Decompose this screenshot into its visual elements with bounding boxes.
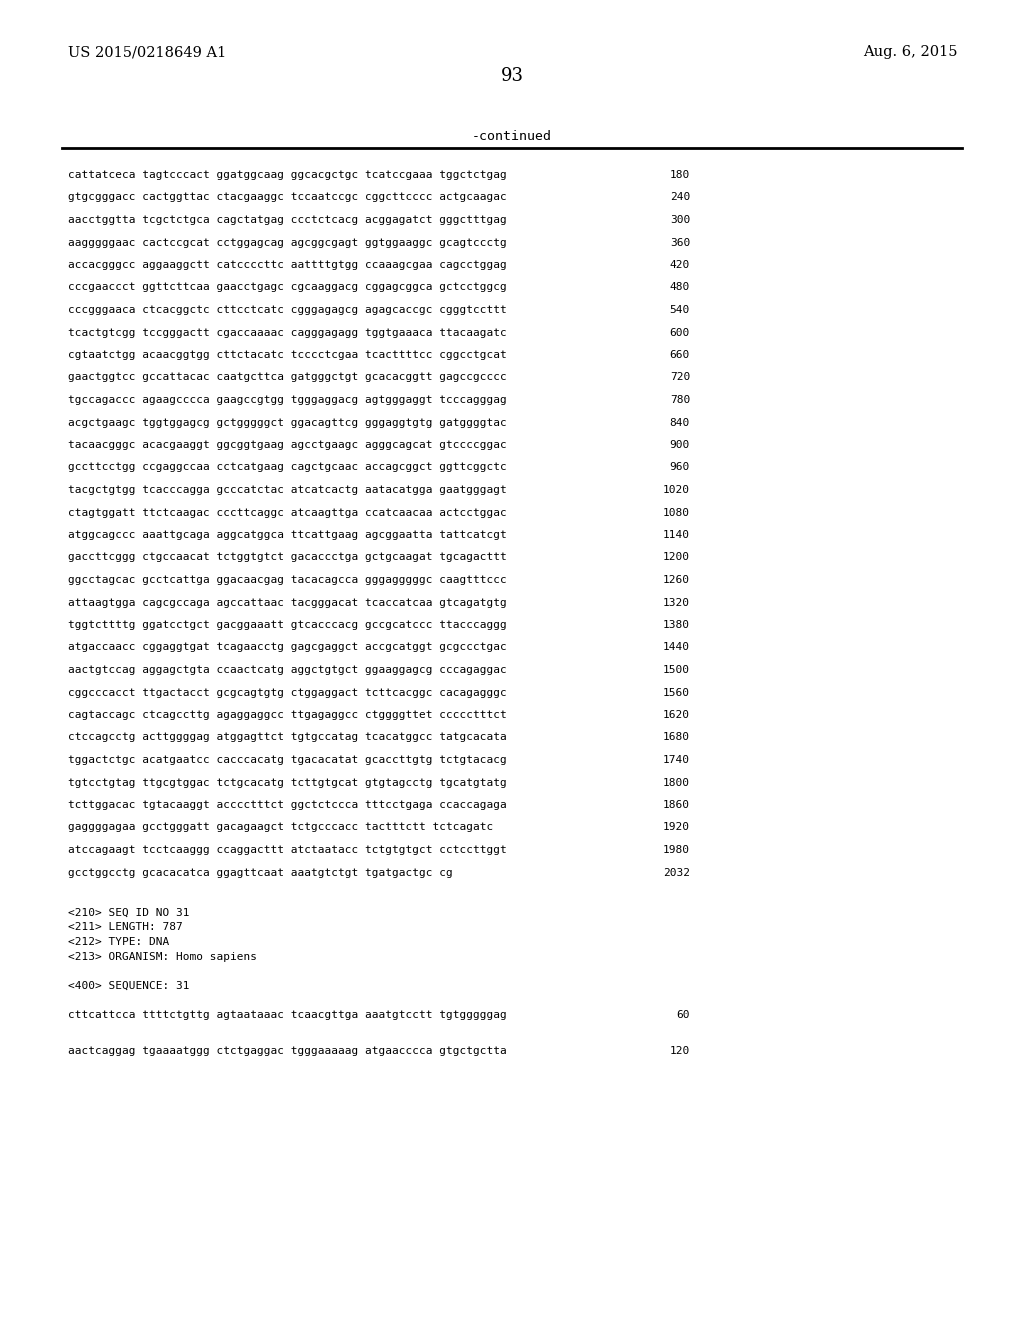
Text: cattatceca tagtcccact ggatggcaag ggcacgctgc tcatccgaaa tggctctgag: cattatceca tagtcccact ggatggcaag ggcacgc… [68,170,507,180]
Text: 180: 180 [670,170,690,180]
Text: atgaccaacc cggaggtgat tcagaacctg gagcgaggct accgcatggt gcgccctgac: atgaccaacc cggaggtgat tcagaacctg gagcgag… [68,643,507,652]
Text: 60: 60 [677,1010,690,1019]
Text: atggcagccc aaattgcaga aggcatggca ttcattgaag agcggaatta tattcatcgt: atggcagccc aaattgcaga aggcatggca ttcattg… [68,531,507,540]
Text: 1320: 1320 [663,598,690,607]
Text: ctccagcctg acttggggag atggagttct tgtgccatag tcacatggcc tatgcacata: ctccagcctg acttggggag atggagttct tgtgcca… [68,733,507,742]
Text: <210> SEQ ID NO 31: <210> SEQ ID NO 31 [68,908,189,917]
Text: 600: 600 [670,327,690,338]
Text: 360: 360 [670,238,690,248]
Text: 540: 540 [670,305,690,315]
Text: tgtcctgtag ttgcgtggac tctgcacatg tcttgtgcat gtgtagcctg tgcatgtatg: tgtcctgtag ttgcgtggac tctgcacatg tcttgtg… [68,777,507,788]
Text: gcctggcctg gcacacatca ggagttcaat aaatgtctgt tgatgactgc cg: gcctggcctg gcacacatca ggagttcaat aaatgtc… [68,867,453,878]
Text: cggcccacct ttgactacct gcgcagtgtg ctggaggact tcttcacggc cacagagggc: cggcccacct ttgactacct gcgcagtgtg ctggagg… [68,688,507,697]
Text: <400> SEQUENCE: 31: <400> SEQUENCE: 31 [68,981,189,990]
Text: 1920: 1920 [663,822,690,833]
Text: 1080: 1080 [663,507,690,517]
Text: 1980: 1980 [663,845,690,855]
Text: 420: 420 [670,260,690,271]
Text: 1020: 1020 [663,484,690,495]
Text: 480: 480 [670,282,690,293]
Text: 300: 300 [670,215,690,224]
Text: cttcattcca ttttctgttg agtaataaac tcaacgttga aaatgtcctt tgtgggggag: cttcattcca ttttctgttg agtaataaac tcaacgt… [68,1010,507,1019]
Text: atccagaagt tcctcaaggg ccaggacttt atctaatacc tctgtgtgct cctccttggt: atccagaagt tcctcaaggg ccaggacttt atctaat… [68,845,507,855]
Text: 1800: 1800 [663,777,690,788]
Text: 1860: 1860 [663,800,690,810]
Text: tcttggacac tgtacaaggt acccctttct ggctctccca tttcctgaga ccaccagaga: tcttggacac tgtacaaggt acccctttct ggctctc… [68,800,507,810]
Text: cgtaatctgg acaacggtgg cttctacatc tcccctcgaa tcacttttcc cggcctgcat: cgtaatctgg acaacggtgg cttctacatc tcccctc… [68,350,507,360]
Text: tgccagaccc agaagcccca gaagccgtgg tgggaggacg agtgggaggt tcccagggag: tgccagaccc agaagcccca gaagccgtgg tgggagg… [68,395,507,405]
Text: -continued: -continued [472,129,552,143]
Text: tacaacgggc acacgaaggt ggcggtgaag agcctgaagc agggcagcat gtccccggac: tacaacgggc acacgaaggt ggcggtgaag agcctga… [68,440,507,450]
Text: 840: 840 [670,417,690,428]
Text: 900: 900 [670,440,690,450]
Text: <212> TYPE: DNA: <212> TYPE: DNA [68,937,169,946]
Text: <211> LENGTH: 787: <211> LENGTH: 787 [68,923,182,932]
Text: tggactctgc acatgaatcc cacccacatg tgacacatat gcaccttgtg tctgtacacg: tggactctgc acatgaatcc cacccacatg tgacaca… [68,755,507,766]
Text: 2032: 2032 [663,867,690,878]
Text: cccgaaccct ggttcttcaa gaacctgagc cgcaaggacg cggagcggca gctcctggcg: cccgaaccct ggttcttcaa gaacctgagc cgcaagg… [68,282,507,293]
Text: 720: 720 [670,372,690,383]
Text: gaccttcggg ctgccaacat tctggtgtct gacaccctga gctgcaagat tgcagacttt: gaccttcggg ctgccaacat tctggtgtct gacaccc… [68,553,507,562]
Text: tacgctgtgg tcacccagga gcccatctac atcatcactg aatacatgga gaatgggagt: tacgctgtgg tcacccagga gcccatctac atcatca… [68,484,507,495]
Text: 960: 960 [670,462,690,473]
Text: cagtaccagc ctcagccttg agaggaggcc ttgagaggcc ctggggttet ccccctttct: cagtaccagc ctcagccttg agaggaggcc ttgagag… [68,710,507,719]
Text: 1380: 1380 [663,620,690,630]
Text: aactgtccag aggagctgta ccaactcatg aggctgtgct ggaaggagcg cccagaggac: aactgtccag aggagctgta ccaactcatg aggctgt… [68,665,507,675]
Text: 1140: 1140 [663,531,690,540]
Text: <213> ORGANISM: Homo sapiens: <213> ORGANISM: Homo sapiens [68,952,257,961]
Text: 1560: 1560 [663,688,690,697]
Text: tcactgtcgg tccgggactt cgaccaaaac cagggagagg tggtgaaaca ttacaagatc: tcactgtcgg tccgggactt cgaccaaaac cagggag… [68,327,507,338]
Text: 1260: 1260 [663,576,690,585]
Text: accacgggcc aggaaggctt catccccttc aattttgtgg ccaaagcgaa cagcctggag: accacgggcc aggaaggctt catccccttc aattttg… [68,260,507,271]
Text: aacctggtta tcgctctgca cagctatgag ccctctcacg acggagatct gggctttgag: aacctggtta tcgctctgca cagctatgag ccctctc… [68,215,507,224]
Text: 780: 780 [670,395,690,405]
Text: attaagtgga cagcgccaga agccattaac tacgggacat tcaccatcaa gtcagatgtg: attaagtgga cagcgccaga agccattaac tacggga… [68,598,507,607]
Text: Aug. 6, 2015: Aug. 6, 2015 [863,45,958,59]
Text: gtgcgggacc cactggttac ctacgaaggc tccaatccgc cggcttcccc actgcaagac: gtgcgggacc cactggttac ctacgaaggc tccaatc… [68,193,507,202]
Text: 1620: 1620 [663,710,690,719]
Text: 1200: 1200 [663,553,690,562]
Text: 660: 660 [670,350,690,360]
Text: cccgggaaca ctcacggctc cttcctcatc cgggagagcg agagcaccgc cgggtccttt: cccgggaaca ctcacggctc cttcctcatc cgggaga… [68,305,507,315]
Text: US 2015/0218649 A1: US 2015/0218649 A1 [68,45,226,59]
Text: tggtcttttg ggatcctgct gacggaaatt gtcacccacg gccgcatccc ttacccaggg: tggtcttttg ggatcctgct gacggaaatt gtcaccc… [68,620,507,630]
Text: 93: 93 [501,67,523,84]
Text: ctagtggatt ttctcaagac cccttcaggc atcaagttga ccatcaacaa actcctggac: ctagtggatt ttctcaagac cccttcaggc atcaagt… [68,507,507,517]
Text: 1680: 1680 [663,733,690,742]
Text: gaggggagaa gcctgggatt gacagaagct tctgcccacc tactttctt tctcagatc: gaggggagaa gcctgggatt gacagaagct tctgccc… [68,822,494,833]
Text: ggcctagcac gcctcattga ggacaacgag tacacagcca gggagggggc caagtttccc: ggcctagcac gcctcattga ggacaacgag tacacag… [68,576,507,585]
Text: aactcaggag tgaaaatggg ctctgaggac tgggaaaaag atgaacccca gtgctgctta: aactcaggag tgaaaatggg ctctgaggac tgggaaa… [68,1047,507,1056]
Text: gccttcctgg ccgaggccaa cctcatgaag cagctgcaac accagcggct ggttcggctc: gccttcctgg ccgaggccaa cctcatgaag cagctgc… [68,462,507,473]
Text: acgctgaagc tggtggagcg gctgggggct ggacagttcg gggaggtgtg gatggggtac: acgctgaagc tggtggagcg gctgggggct ggacagt… [68,417,507,428]
Text: 1500: 1500 [663,665,690,675]
Text: gaactggtcc gccattacac caatgcttca gatgggctgt gcacacggtt gagccgcccc: gaactggtcc gccattacac caatgcttca gatgggc… [68,372,507,383]
Text: aagggggaac cactccgcat cctggagcag agcggcgagt ggtggaaggc gcagtccctg: aagggggaac cactccgcat cctggagcag agcggcg… [68,238,507,248]
Text: 240: 240 [670,193,690,202]
Text: 120: 120 [670,1047,690,1056]
Text: 1740: 1740 [663,755,690,766]
Text: 1440: 1440 [663,643,690,652]
